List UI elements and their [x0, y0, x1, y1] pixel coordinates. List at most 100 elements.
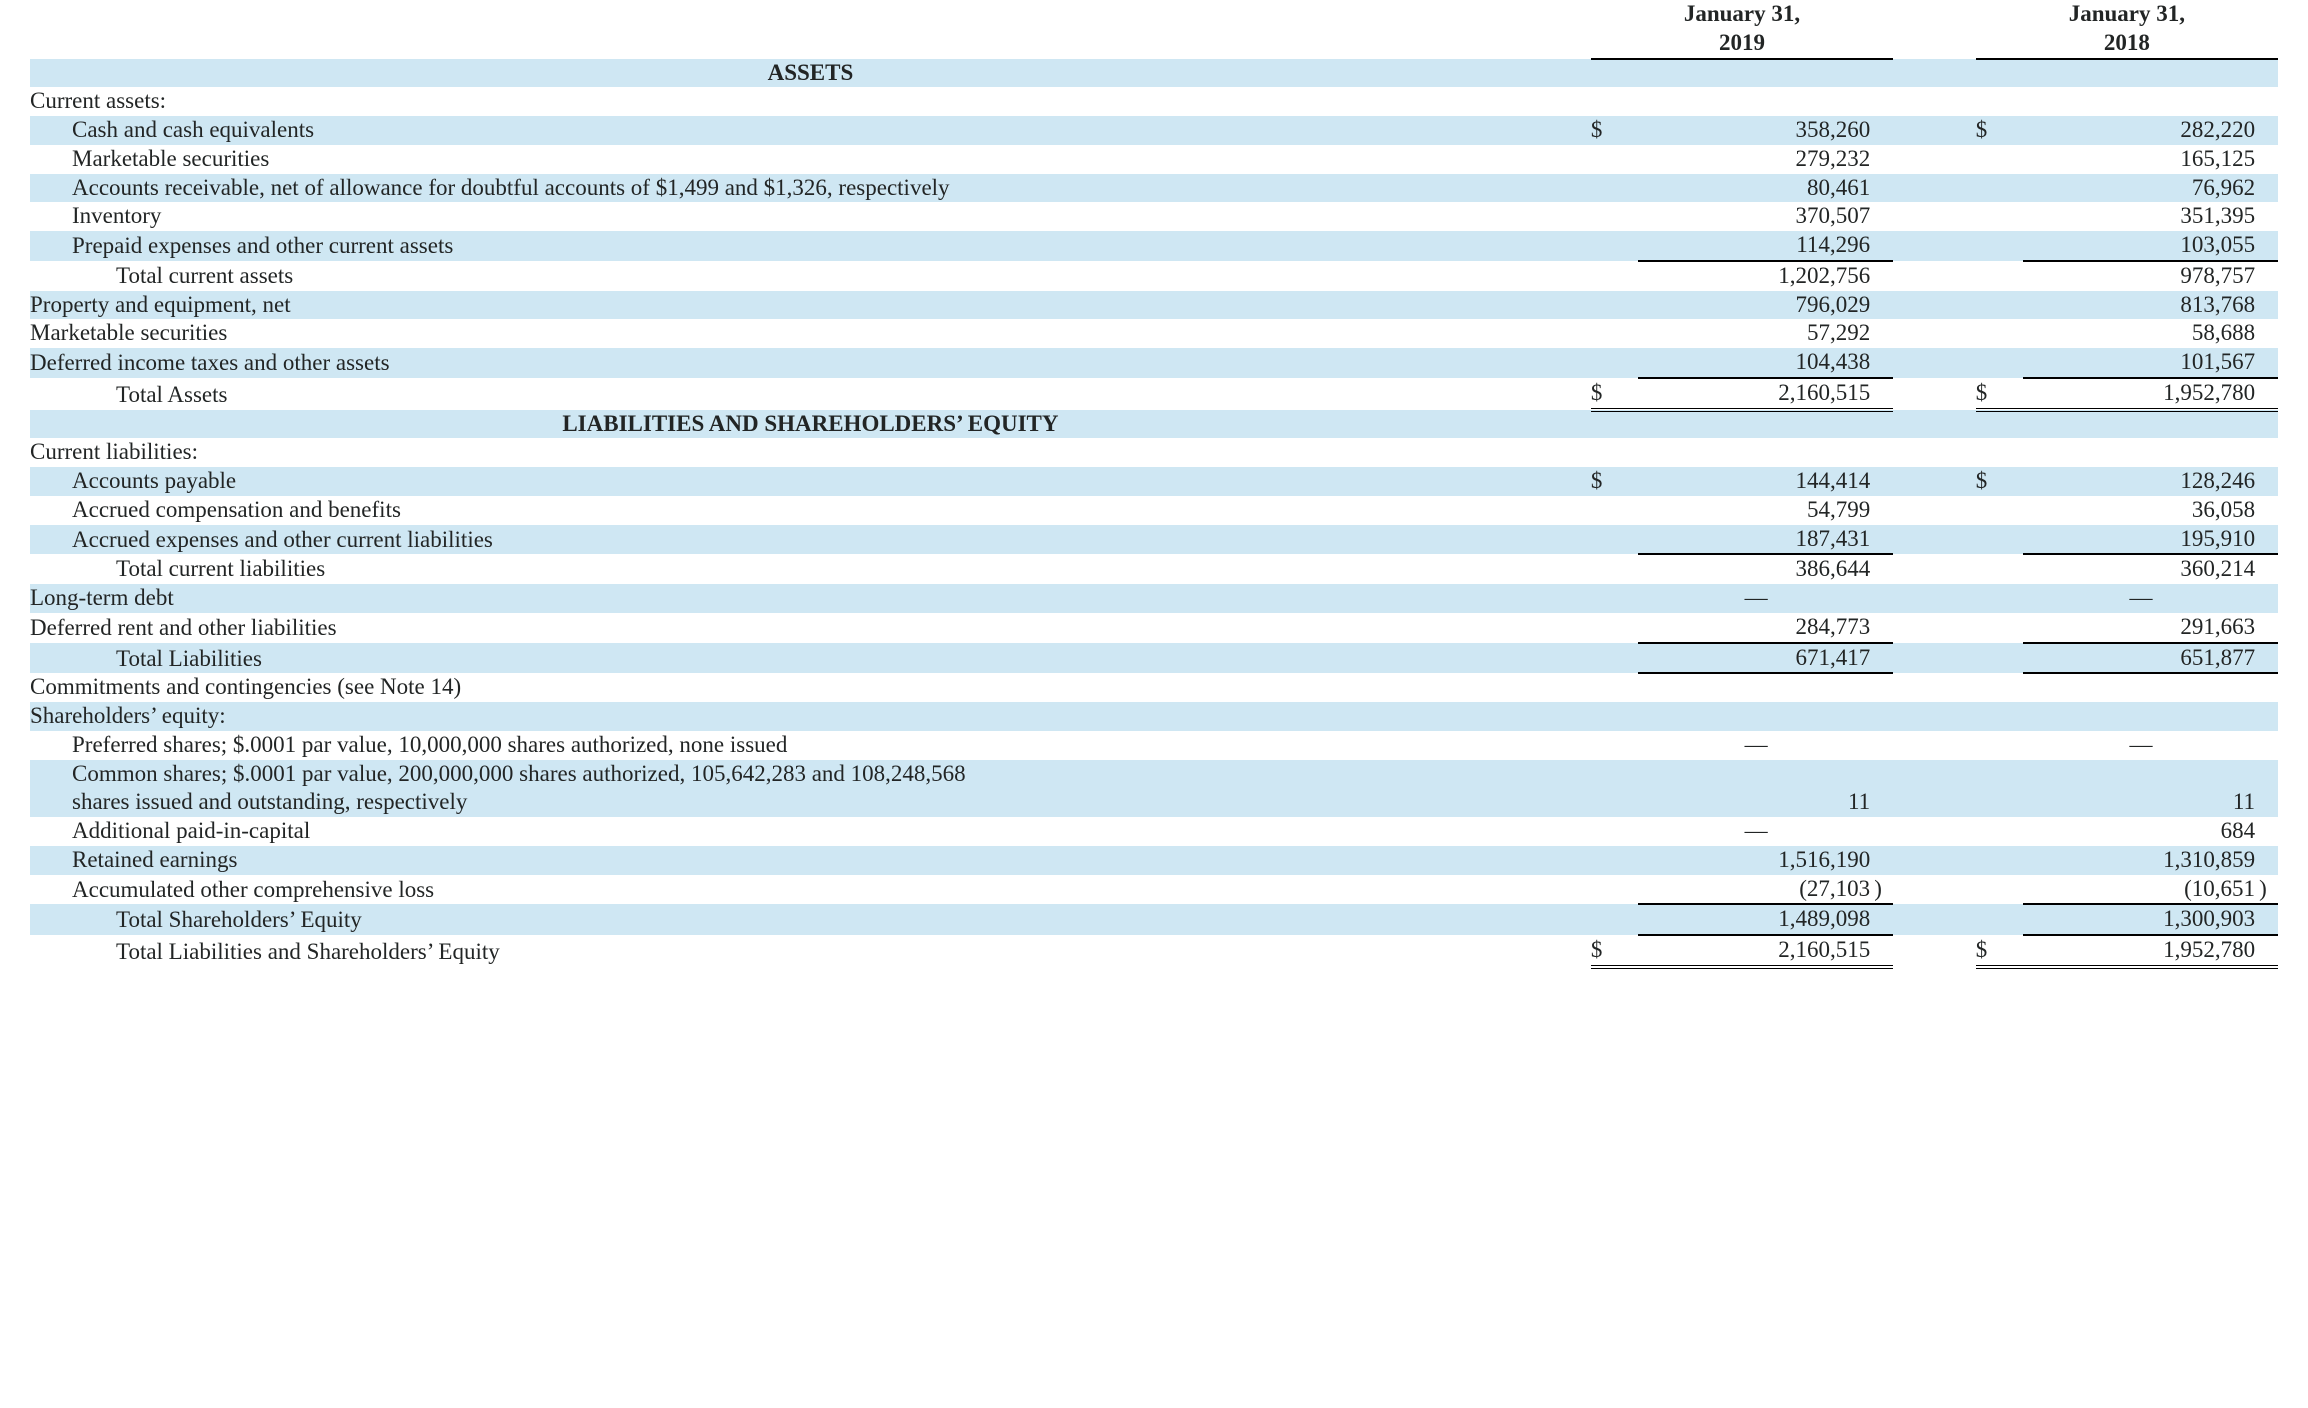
section-liab-label: LIABILITIES AND SHAREHOLDERS’ EQUITY	[30, 410, 1591, 439]
row-total-lse: Total Liabilities and Shareholders’ Equi…	[30, 935, 2278, 967]
label-ppe: Property and equipment, net	[30, 291, 1591, 320]
par-aoci-19: )	[1874, 875, 1893, 905]
val-pref-19: —	[1638, 731, 1874, 760]
val-common-19: 11	[1638, 788, 1874, 817]
label-accr-comp: Accrued compensation and benefits	[30, 496, 1591, 525]
cur-tlse-18: $	[1976, 935, 2023, 967]
row-aoci: Accumulated other comprehensive loss (27…	[30, 875, 2278, 905]
row-mkt-sec-cur: Marketable securities 279,232 165,125	[30, 145, 2278, 174]
label-total-cur-assets: Total current assets	[30, 261, 1591, 291]
val-tlse-19: 2,160,515	[1638, 935, 1874, 967]
label-current-assets: Current assets:	[30, 87, 1591, 116]
label-prepaid: Prepaid expenses and other current asset…	[30, 231, 1591, 261]
label-apic: Additional paid-in-capital	[30, 817, 1591, 846]
label-common-l2: shares issued and outstanding, respectiv…	[30, 788, 1591, 817]
val-dr-18: 291,663	[2023, 613, 2259, 643]
val-tca-19: 1,202,756	[1638, 261, 1874, 291]
label-commitments: Commitments and contingencies (see Note …	[30, 673, 1591, 702]
row-common-l2: shares issued and outstanding, respectiv…	[30, 788, 2278, 817]
label-inventory: Inventory	[30, 202, 1591, 231]
val-apic-18: 684	[2023, 817, 2259, 846]
balance-sheet-table: January 31, January 31, 2019 2018 ASSETS…	[30, 0, 2278, 969]
val-tse-18: 1,300,903	[2023, 904, 2259, 935]
label-common-l1: Common shares; $.0001 par value, 200,000…	[30, 760, 1591, 789]
label-total-assets: Total Assets	[30, 378, 1591, 410]
val-tcl-18: 360,214	[2023, 554, 2259, 584]
column-header-row-1: January 31, January 31,	[30, 0, 2278, 29]
cur-ta-18: $	[1976, 378, 2023, 410]
val-mktcur-19: 279,232	[1638, 145, 1874, 174]
val-prepaid-19: 114,296	[1638, 231, 1874, 261]
val-common-18: 11	[2023, 788, 2259, 817]
val-tl-18: 651,877	[2023, 643, 2259, 674]
row-current-assets: Current assets:	[30, 87, 2278, 116]
par-aoci-18: )	[2259, 875, 2278, 905]
row-def-tax: Deferred income taxes and other assets 1…	[30, 348, 2278, 378]
val-ac-18: 36,058	[2023, 496, 2259, 525]
row-ap: Accounts payable $ 144,414 $ 128,246	[30, 467, 2278, 496]
row-total-cur-assets: Total current assets 1,202,756 978,757	[30, 261, 2278, 291]
section-assets-label: ASSETS	[30, 59, 1591, 88]
row-prepaid: Prepaid expenses and other current asset…	[30, 231, 2278, 261]
label-retained: Retained earnings	[30, 846, 1591, 875]
val-ae-19: 187,431	[1638, 525, 1874, 555]
val-ap-19: 144,414	[1638, 467, 1874, 496]
row-se: Shareholders’ equity:	[30, 702, 2278, 731]
label-total-cur-liab: Total current liabilities	[30, 554, 1591, 584]
row-total-se: Total Shareholders’ Equity 1,489,098 1,3…	[30, 904, 2278, 935]
val-tca-18: 978,757	[2023, 261, 2259, 291]
row-def-rent: Deferred rent and other liabilities 284,…	[30, 613, 2278, 643]
val-pref-18: —	[2023, 731, 2259, 760]
val-ltd-19: —	[1638, 584, 1874, 613]
row-total-liab: Total Liabilities 671,417 651,877	[30, 643, 2278, 674]
row-accr-comp: Accrued compensation and benefits 54,799…	[30, 496, 2278, 525]
val-dtx-19: 104,438	[1638, 348, 1874, 378]
val-inv-19: 370,507	[1638, 202, 1874, 231]
cur-ap-18: $	[1976, 467, 2023, 496]
col-header-2018-top: January 31,	[1976, 0, 2278, 29]
cur-ta-19: $	[1591, 378, 1638, 410]
val-cash-18: 282,220	[2023, 116, 2259, 145]
val-ar-19: 80,461	[1638, 174, 1874, 203]
column-header-row-2: 2019 2018	[30, 29, 2278, 59]
val-ppe-18: 813,768	[2023, 291, 2259, 320]
cur-tlse-19: $	[1591, 935, 1638, 967]
val-cash-19: 358,260	[1638, 116, 1874, 145]
row-mkt-sec-lt: Marketable securities 57,292 58,688	[30, 319, 2278, 348]
label-cash: Cash and cash equivalents	[30, 116, 1591, 145]
label-total-se: Total Shareholders’ Equity	[30, 904, 1591, 935]
val-mktcur-18: 165,125	[2023, 145, 2259, 174]
label-mkt-sec-cur: Marketable securities	[30, 145, 1591, 174]
val-ar-18: 76,962	[2023, 174, 2259, 203]
col-header-2019-bottom: 2019	[1591, 29, 1893, 59]
label-lt-debt: Long-term debt	[30, 584, 1591, 613]
row-current-liab: Current liabilities:	[30, 438, 2278, 467]
val-aoci-19: (27,103	[1638, 875, 1874, 905]
section-liab-row: LIABILITIES AND SHAREHOLDERS’ EQUITY	[30, 410, 2278, 439]
row-retained: Retained earnings 1,516,190 1,310,859	[30, 846, 2278, 875]
val-ta-18: 1,952,780	[2023, 378, 2259, 410]
val-aoci-18: (10,651	[2023, 875, 2259, 905]
row-apic: Additional paid-in-capital — 684	[30, 817, 2278, 846]
label-se: Shareholders’ equity:	[30, 702, 1591, 731]
val-ret-18: 1,310,859	[2023, 846, 2259, 875]
row-commitments: Commitments and contingencies (see Note …	[30, 673, 2278, 702]
label-total-lse: Total Liabilities and Shareholders’ Equi…	[30, 935, 1591, 967]
row-cash: Cash and cash equivalents $ 358,260 $ 28…	[30, 116, 2278, 145]
cur-cash-18: $	[1976, 116, 2023, 145]
val-tlse-18: 1,952,780	[2023, 935, 2259, 967]
val-ae-18: 195,910	[2023, 525, 2259, 555]
label-def-rent: Deferred rent and other liabilities	[30, 613, 1591, 643]
row-ppe: Property and equipment, net 796,029 813,…	[30, 291, 2278, 320]
val-apic-19: —	[1638, 817, 1874, 846]
label-ar: Accounts receivable, net of allowance fo…	[30, 174, 1591, 203]
label-accr-exp: Accrued expenses and other current liabi…	[30, 525, 1591, 555]
col-header-2019-top: January 31,	[1591, 0, 1893, 29]
val-inv-18: 351,395	[2023, 202, 2259, 231]
val-dtx-18: 101,567	[2023, 348, 2259, 378]
label-mkt-sec-lt: Marketable securities	[30, 319, 1591, 348]
row-total-assets: Total Assets $ 2,160,515 $ 1,952,780	[30, 378, 2278, 410]
label-total-liab: Total Liabilities	[30, 643, 1591, 674]
val-ltd-18: —	[2023, 584, 2259, 613]
row-accr-exp: Accrued expenses and other current liabi…	[30, 525, 2278, 555]
